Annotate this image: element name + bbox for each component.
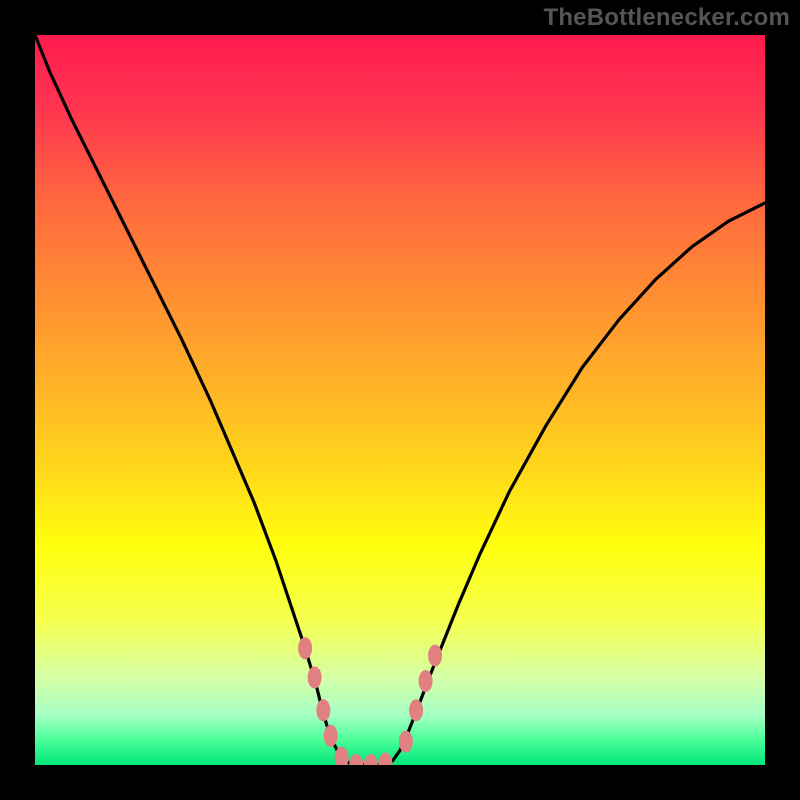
plot-area [35, 35, 765, 765]
data-marker [409, 699, 423, 721]
watermark-label: TheBottlenecker.com [543, 4, 790, 32]
data-marker [308, 666, 322, 688]
data-marker [298, 637, 312, 659]
data-marker [419, 670, 433, 692]
data-marker [428, 645, 442, 667]
data-marker [399, 731, 413, 753]
data-marker [324, 725, 338, 747]
data-marker [316, 699, 330, 721]
chart-canvas: TheBottlenecker.com [0, 0, 800, 800]
